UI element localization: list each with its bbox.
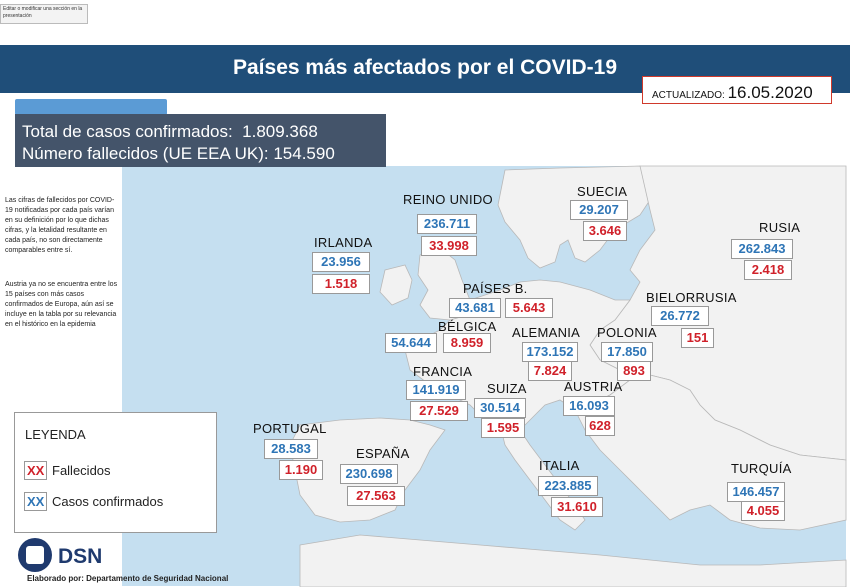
country-cases: 146.457 [727,482,785,502]
country-name: AUSTRIA [564,379,623,394]
country-name: ITALIA [539,458,580,473]
country-deaths: 1.595 [481,418,525,438]
legend-deaths-marker: XX [24,461,48,480]
country-name: SUECIA [577,184,628,199]
country-deaths: 893 [617,361,651,381]
legend: LEYENDA XX Fallecidos XX Casos confirmad… [14,412,217,533]
country-cases: 17.850 [601,342,653,362]
total-confirmed: Total de casos confirmados: 1.809.368 [22,122,318,141]
country-name: POLONIA [597,325,657,340]
country-name: PORTUGAL [253,421,327,436]
country-name: REINO UNIDO [403,192,493,207]
country-cases: 223.885 [538,476,598,496]
country-name: ALEMANIA [512,325,581,340]
legend-title: LEYENDA [25,427,86,442]
country-name: BÉLGICA [438,319,497,334]
country-name: SUIZA [487,381,527,396]
note-deaths-definition: Las cifras de fallecidos por COVID-19 no… [5,197,115,254]
country-cases: 43.681 [449,298,501,318]
country-deaths: 8.959 [443,333,491,353]
credit-line: Elaborado por: Departamento de Seguridad… [27,574,229,583]
country-deaths: 151 [681,328,714,348]
dsn-seal-icon [18,538,52,572]
country-cases: 54.644 [385,333,437,353]
country-deaths: 4.055 [741,501,785,521]
country-deaths: 1.518 [312,274,370,294]
total-deaths: Número fallecidos (UE EEA UK): 154.590 [22,144,335,163]
country-cases: 30.514 [474,398,526,418]
legend-cases-marker: XX [24,492,48,511]
land-north-africa [299,534,847,587]
legend-deaths-label: Fallecidos [52,463,111,478]
legend-cases-label: Casos confirmados [52,494,164,509]
country-deaths: 27.529 [410,401,468,421]
updated-date: 16.05.2020 [727,83,813,102]
updated-box: ACTUALIZADO: 16.05.2020 [642,76,832,104]
header-accent-tab [15,99,167,115]
country-cases: 29.207 [570,200,628,220]
country-cases: 141.919 [406,380,466,400]
country-cases: 236.711 [417,214,477,234]
edit-section-tooltip[interactable]: Editar o modificar una sección en la pre… [0,4,88,24]
country-name: PAÍSES B. [463,281,528,296]
country-deaths: 7.824 [528,361,572,381]
country-cases: 173.152 [522,342,578,362]
country-name: FRANCIA [413,364,473,379]
country-name: IRLANDA [314,235,373,250]
country-cases: 23.956 [312,252,370,272]
country-name: BIELORRUSIA [646,290,737,305]
totals-panel: Total de casos confirmados: 1.809.368 Nú… [15,114,386,167]
country-cases: 26.772 [651,306,709,326]
dsn-logo-text: DSN [58,545,103,568]
country-name: RUSIA [759,220,801,235]
country-deaths: 27.563 [347,486,405,506]
country-name: TURQUÍA [731,461,792,476]
country-name: ESPAÑA [356,446,410,461]
country-deaths: 628 [585,416,615,436]
country-deaths: 33.998 [421,236,477,256]
country-cases: 230.698 [340,464,398,484]
country-deaths: 5.643 [505,298,553,318]
country-deaths: 31.610 [551,497,603,517]
page-title: Países más afectados por el COVID-19 [233,56,617,79]
country-cases: 28.583 [264,439,318,459]
note-austria: Austria ya no se encuentra entre los 15 … [5,281,118,328]
country-deaths: 2.418 [744,260,792,280]
updated-label: ACTUALIZADO: [652,90,725,101]
country-cases: 262.843 [731,239,793,259]
land-ireland [379,264,413,306]
country-deaths: 1.190 [279,460,323,480]
country-cases: 16.093 [563,396,615,416]
country-deaths: 3.646 [583,221,627,241]
